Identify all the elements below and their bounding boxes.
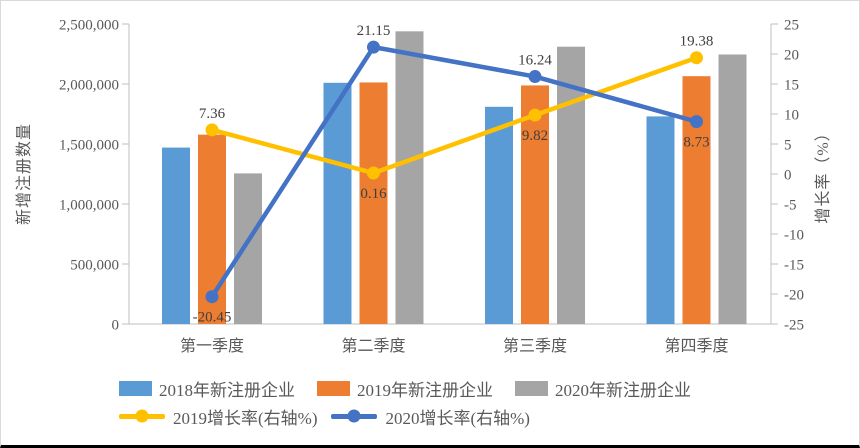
right-axis-tick-label: -15: [784, 257, 804, 273]
right-axis-tick-label: 25: [784, 17, 799, 33]
marker-2020增长率(右轴%)-第三季度: [528, 70, 542, 84]
legend-label-2020: 2020年新注册企业: [555, 380, 691, 400]
marker-2020增长率(右轴%)-第四季度: [690, 115, 703, 129]
legend-row-lines: 2019增长率(右轴%) 2020增长率(右轴%): [119, 403, 799, 429]
left-axis-tick-label: 0: [112, 317, 120, 333]
legend-label-2018: 2018年新注册企业: [159, 380, 295, 400]
right-axis-tick-label: 10: [784, 107, 799, 123]
bar-2019年新注册企业-第二季度: [359, 82, 388, 324]
bar-2020年新注册企业-第三季度: [557, 46, 585, 325]
legend-item-2020-growth: 2020增长率(右轴%): [331, 404, 530, 429]
left-axis-tick-label: 2,500,000: [59, 17, 119, 33]
right-axis-tick-label: -25: [784, 317, 804, 333]
category-label: 第一季度: [180, 337, 244, 355]
bar-2020年新注册企业-第一季度: [234, 173, 262, 324]
left-axis-tick-label: 1,000,000: [59, 197, 119, 213]
left-axis-tick-label: 500,000: [70, 257, 119, 273]
bar-2019年新注册企业-第四季度: [682, 76, 711, 324]
data-label-2020增长率(右轴%)-第三季度: 16.24: [518, 53, 552, 69]
legend-swatch-2019: [317, 380, 350, 396]
data-label-2019增长率(右轴%)-第三季度: 9.82: [522, 128, 548, 144]
legend-row-bars: 2018年新注册企业 2019年新注册企业 2020年新注册企业: [119, 376, 799, 401]
chart-legend: 2018年新注册企业 2019年新注册企业 2020年新注册企业 2019增长率…: [119, 377, 799, 429]
legend-label-2019: 2019年新注册企业: [357, 380, 493, 400]
right-axis-title: 增长率（%）: [814, 124, 832, 223]
left-axis-title: 新增注册数量: [15, 123, 33, 225]
category-label: 第二季度: [341, 337, 405, 355]
bar-2020年新注册企业-第四季度: [718, 54, 747, 324]
legend-item-2018-bars: 2018年新注册企业: [119, 376, 295, 401]
data-label-2020增长率(右轴%)-第二季度: 21.15: [357, 23, 391, 39]
right-axis-tick-label: -5: [784, 197, 797, 213]
legend-item-2019-bars: 2019年新注册企业: [317, 376, 493, 401]
marker-2020增长率(右轴%)-第一季度: [205, 290, 219, 304]
category-label: 第四季度: [664, 337, 728, 355]
legend-marker-2019-growth: [135, 409, 149, 423]
legend-swatch-2018: [119, 380, 152, 396]
bar-2018年新注册企业-第二季度: [323, 82, 352, 324]
marker-2019增长率(右轴%)-第四季度: [690, 51, 703, 65]
right-axis-tick-label: -20: [784, 287, 804, 303]
bar-2018年新注册企业-第一季度: [162, 147, 190, 324]
right-axis-tick-label: -10: [784, 227, 804, 243]
bar-2018年新注册企业-第四季度: [646, 116, 675, 325]
right-axis-tick-label: 0: [784, 167, 792, 183]
data-label-2019增长率(右轴%)-第一季度: 7.36: [199, 106, 226, 122]
right-axis-tick-label: 15: [784, 77, 799, 93]
data-label-2020增长率(右轴%)-第一季度: -20.45: [193, 310, 232, 326]
combo-chart: 0 500,000 1,000,000 1,500,000 2,000,000 2,500…: [15, 17, 832, 355]
legend-item-2020-bars: 2020年新注册企业: [515, 376, 691, 401]
legend-line-2019-growth: [119, 409, 165, 423]
legend-marker-2020-growth: [347, 409, 361, 423]
legend-swatch-2020: [515, 380, 548, 396]
marker-2019增长率(右轴%)-第三季度: [528, 108, 542, 122]
data-label-2019增长率(右轴%)-第二季度: 0.16: [360, 186, 387, 202]
legend-item-2019-growth: 2019增长率(右轴%): [119, 404, 317, 429]
legend-line-2020-growth: [331, 409, 378, 423]
data-label-2019增长率(右轴%)-第四季度: 19.38: [680, 34, 714, 50]
legend-label-2020-growth: 2020增长率(右轴%): [385, 408, 530, 428]
marker-2020增长率(右轴%)-第二季度: [367, 40, 380, 54]
category-label: 第三季度: [503, 337, 567, 355]
bar-2019年新注册企业-第三季度: [521, 85, 549, 324]
data-label-2020增长率(右轴%)-第四季度: 8.73: [683, 135, 709, 151]
marker-2019增长率(右轴%)-第一季度: [205, 123, 219, 137]
left-axis-tick-label: 2,000,000: [59, 77, 119, 93]
growth-line-2019增长率(右轴%): [209, 55, 699, 176]
left-axis-tick-label: 1,500,000: [59, 137, 119, 153]
right-axis-tick-label: 5: [784, 137, 792, 153]
bar-2018年新注册企业-第三季度: [485, 106, 513, 324]
bar-2020年新注册企业-第二季度: [395, 31, 424, 324]
legend-label-2019-growth: 2019增长率(右轴%): [173, 408, 318, 428]
right-axis-tick-label: 20: [784, 47, 799, 63]
marker-2019增长率(右轴%)-第二季度: [367, 166, 380, 180]
growth-line-2020增长率(右轴%): [209, 44, 699, 299]
